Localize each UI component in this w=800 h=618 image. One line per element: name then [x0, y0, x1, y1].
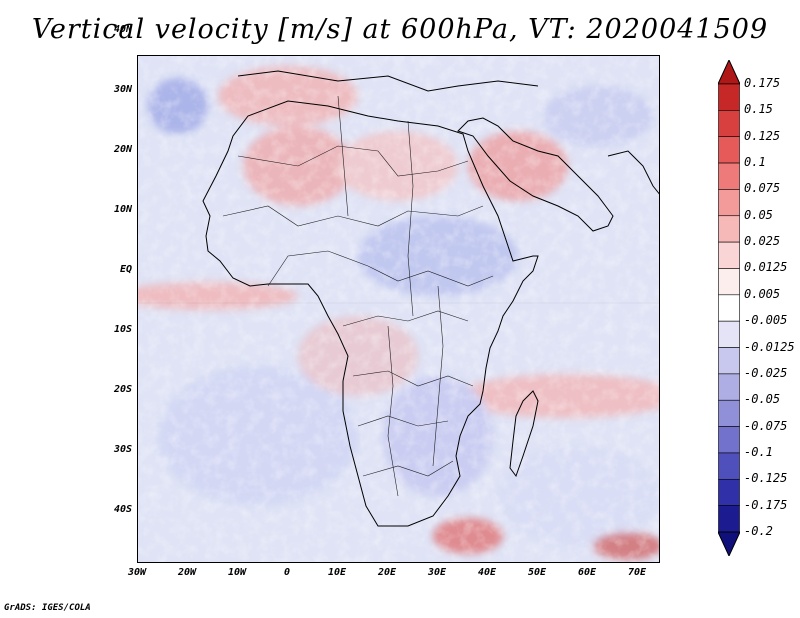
- lon-label: 10E: [327, 567, 347, 578]
- colorbar-label: -0.0125: [744, 339, 795, 354]
- lon-label: 20W: [177, 567, 197, 578]
- colorbar-swatch: [718, 136, 740, 164]
- lon-label: 30E: [427, 567, 447, 578]
- coastlines: [202, 70, 659, 527]
- colorbar-label: -0.125: [744, 471, 788, 486]
- colorbar-label: 0.175: [744, 76, 781, 90]
- colorbar-swatch: [718, 320, 740, 348]
- colorbar-label: -0.025: [744, 365, 788, 380]
- lon-label: 60E: [577, 567, 597, 578]
- colorbar-label: -0.005: [744, 313, 788, 328]
- lat-label: 30S: [113, 444, 132, 455]
- colorbar-swatch: [718, 294, 740, 322]
- colorbar-top-triangle: [718, 60, 740, 85]
- colorbar-label: 0.005: [744, 286, 781, 301]
- lat-label: 40N: [113, 24, 132, 35]
- lat-label: 10N: [113, 204, 132, 215]
- country-borders: [222, 95, 494, 497]
- lon-label: 0: [283, 567, 291, 578]
- colorbar-swatch: [718, 373, 740, 401]
- colorbar-label: 0.075: [744, 181, 781, 196]
- lon-label: 50E: [527, 567, 547, 578]
- colorbar-swatch: [718, 241, 740, 269]
- grads-credit: GrADS: IGES/COLA: [4, 603, 91, 613]
- lon-label: 30W: [127, 567, 147, 578]
- map-title: Vertical velocity [m/s] at 600hPa, VT: 2…: [31, 14, 769, 45]
- lon-label: 20E: [377, 567, 397, 578]
- colorbar-label: 0.125: [744, 128, 781, 143]
- lon-label: 70E: [627, 567, 647, 578]
- colorbar-swatch: [718, 83, 740, 111]
- colorbar-label: 0.1: [744, 155, 766, 170]
- colorbar-bottom-triangle: [718, 531, 740, 556]
- colorbar-swatch: [718, 505, 740, 533]
- colorbar-swatch: [718, 215, 740, 243]
- colorbar-swatch: [718, 110, 740, 138]
- colorbar-label: -0.075: [744, 418, 788, 433]
- colorbar-label: -0.2: [744, 524, 773, 538]
- colorbar-label: 0.05: [744, 207, 773, 222]
- lat-label: 20S: [113, 384, 132, 395]
- lat-label: 40S: [113, 504, 132, 515]
- lon-label: 40E: [477, 567, 497, 578]
- colorbar-swatch: [718, 426, 740, 454]
- colorbar-swatch: [718, 268, 740, 296]
- colorbar-label: -0.05: [744, 392, 781, 407]
- lon-label: 10W: [227, 567, 247, 578]
- colorbar-label: -0.175: [744, 497, 788, 512]
- colorbar-swatch: [718, 162, 740, 190]
- lat-label: 10S: [113, 324, 132, 335]
- colorbar-label: 0.025: [744, 234, 781, 249]
- colorbar-swatch: [718, 189, 740, 217]
- colorbar-swatch: [718, 478, 740, 506]
- velocity-map: [137, 55, 660, 563]
- colorbar-swatch: [718, 347, 740, 375]
- colorbar-label: 0.0125: [744, 260, 788, 275]
- colorbar-label: -0.1: [744, 444, 773, 459]
- colorbar-swatch: [718, 452, 740, 480]
- colorbar-label: 0.15: [744, 102, 773, 117]
- colorbar: [718, 60, 740, 556]
- lat-label: 30N: [113, 84, 132, 95]
- lat-label: 20N: [113, 144, 132, 155]
- colorbar-swatch: [718, 399, 740, 427]
- lat-label: EQ: [119, 264, 132, 275]
- velocity-field: [138, 56, 659, 562]
